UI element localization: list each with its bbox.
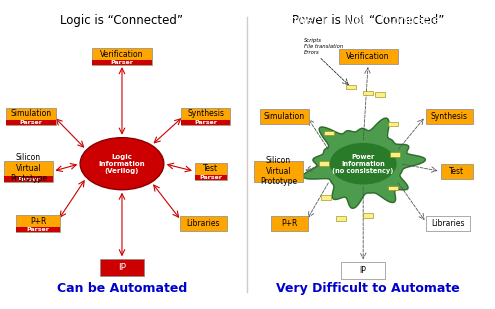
Text: Power is ¬Not¬ "Connected": Power is ¬Not¬ "Connected"	[283, 14, 453, 27]
FancyBboxPatch shape	[181, 120, 230, 125]
Text: Logic
Information
(Verilog): Logic Information (Verilog)	[99, 154, 146, 174]
Text: Logic is “Connected”: Logic is “Connected”	[60, 14, 184, 27]
FancyBboxPatch shape	[6, 108, 55, 125]
FancyBboxPatch shape	[4, 176, 53, 182]
Text: Can be Automated: Can be Automated	[57, 282, 187, 295]
Text: IP: IP	[118, 263, 126, 272]
FancyBboxPatch shape	[363, 91, 373, 95]
Text: P+R: P+R	[281, 219, 297, 228]
Text: Silicon
Virtual
Prototype: Silicon Virtual Prototype	[10, 154, 47, 183]
Text: IP: IP	[360, 266, 367, 275]
FancyBboxPatch shape	[341, 262, 385, 279]
Text: Parser: Parser	[27, 227, 50, 232]
Text: Synthesis: Synthesis	[187, 109, 224, 118]
FancyBboxPatch shape	[254, 161, 303, 182]
FancyBboxPatch shape	[93, 60, 151, 65]
Text: Very Difficult to Automate: Very Difficult to Automate	[276, 282, 460, 295]
FancyBboxPatch shape	[426, 108, 473, 124]
Text: Parser: Parser	[110, 60, 134, 65]
FancyBboxPatch shape	[388, 186, 397, 190]
Text: Synthesis: Synthesis	[431, 112, 468, 121]
Text: Parser: Parser	[19, 120, 43, 125]
Text: Scripts
File translation
Errors: Scripts File translation Errors	[304, 38, 344, 55]
FancyBboxPatch shape	[4, 161, 53, 182]
FancyBboxPatch shape	[16, 227, 60, 232]
FancyBboxPatch shape	[6, 120, 55, 125]
FancyBboxPatch shape	[321, 195, 331, 200]
FancyBboxPatch shape	[441, 164, 473, 179]
Text: Parser: Parser	[199, 175, 222, 180]
Text: Silicon
Virtual
Prototype: Silicon Virtual Prototype	[260, 156, 297, 186]
FancyBboxPatch shape	[195, 175, 227, 180]
FancyBboxPatch shape	[426, 216, 470, 231]
FancyBboxPatch shape	[181, 108, 230, 125]
FancyBboxPatch shape	[100, 259, 144, 276]
Circle shape	[330, 143, 396, 184]
Text: Power
Information
(no consistency): Power Information (no consistency)	[333, 154, 394, 174]
FancyBboxPatch shape	[319, 161, 329, 166]
FancyBboxPatch shape	[339, 49, 397, 64]
Text: Parser: Parser	[17, 176, 40, 182]
FancyBboxPatch shape	[390, 152, 400, 157]
Text: Libraries: Libraries	[187, 219, 220, 228]
Polygon shape	[303, 118, 425, 208]
FancyBboxPatch shape	[271, 216, 308, 231]
FancyBboxPatch shape	[363, 214, 373, 218]
Text: Power is Not “Connected”: Power is Not “Connected”	[292, 14, 445, 27]
Text: P+R: P+R	[30, 217, 47, 226]
FancyBboxPatch shape	[336, 217, 346, 221]
FancyBboxPatch shape	[376, 92, 385, 97]
Text: Verification: Verification	[346, 52, 390, 61]
Text: Simulation: Simulation	[264, 112, 305, 121]
Text: Test: Test	[449, 167, 464, 176]
FancyBboxPatch shape	[93, 48, 151, 65]
FancyBboxPatch shape	[195, 163, 227, 180]
FancyBboxPatch shape	[346, 85, 356, 89]
Text: Libraries: Libraries	[432, 219, 465, 228]
FancyBboxPatch shape	[388, 121, 397, 126]
Text: Verification: Verification	[100, 50, 144, 59]
Circle shape	[80, 138, 164, 190]
FancyBboxPatch shape	[324, 131, 334, 135]
FancyBboxPatch shape	[260, 108, 309, 124]
FancyBboxPatch shape	[180, 216, 227, 231]
Text: Simulation: Simulation	[10, 109, 51, 118]
Text: Test: Test	[203, 164, 218, 173]
Text: Parser: Parser	[194, 120, 217, 125]
FancyBboxPatch shape	[16, 215, 60, 232]
